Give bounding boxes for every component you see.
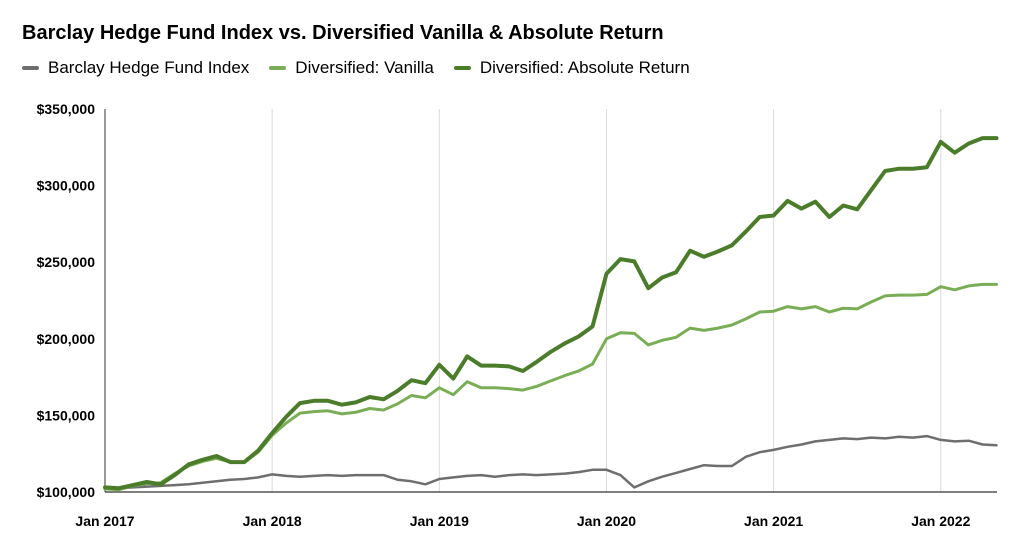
x-tick-label: Jan 2017: [75, 513, 134, 529]
legend-label-absolute-return: Diversified: Absolute Return: [479, 58, 690, 77]
legend: Barclay Hedge Fund Index Diversified: Va…: [22, 58, 710, 78]
axis-layer: $100,000 $150,000 $200,000 $250,000 $300,000…: [37, 101, 997, 529]
x-tick-label: Jan 2020: [577, 513, 636, 529]
x-tick-label: Jan 2021: [744, 513, 803, 529]
series-line-vanilla: [103, 282, 998, 492]
legend-swatch-absolute-return: [453, 66, 471, 70]
x-tick-label: Jan 2019: [410, 513, 469, 529]
y-tick-label: $200,000: [37, 331, 96, 347]
y-tick-label: $150,000: [37, 407, 96, 423]
x-tick-label: Jan 2022: [911, 513, 970, 529]
series-line-barclay: [103, 434, 998, 491]
legend-label-vanilla: Diversified: Vanilla: [295, 58, 434, 77]
legend-item-vanilla: Diversified: Vanilla: [269, 58, 434, 78]
grid-layer: [271, 109, 942, 492]
legend-swatch-vanilla: [269, 66, 287, 70]
y-tick-label: $250,000: [37, 254, 96, 270]
y-tick-label: $300,000: [37, 178, 96, 194]
x-tick-label: Jan 2018: [243, 513, 302, 529]
chart-title: Barclay Hedge Fund Index vs. Diversified…: [22, 22, 664, 44]
series-line-absolute-return: [103, 136, 999, 491]
y-tick-label: $100,000: [37, 484, 96, 500]
legend-item-barclay: Barclay Hedge Fund Index: [22, 58, 249, 78]
y-tick-label: $350,000: [37, 101, 96, 117]
series-layer: [103, 136, 999, 492]
legend-swatch-barclay: [22, 66, 39, 70]
legend-item-absolute-return: Diversified: Absolute Return: [453, 58, 690, 78]
legend-label-barclay: Barclay Hedge Fund Index: [48, 58, 250, 77]
